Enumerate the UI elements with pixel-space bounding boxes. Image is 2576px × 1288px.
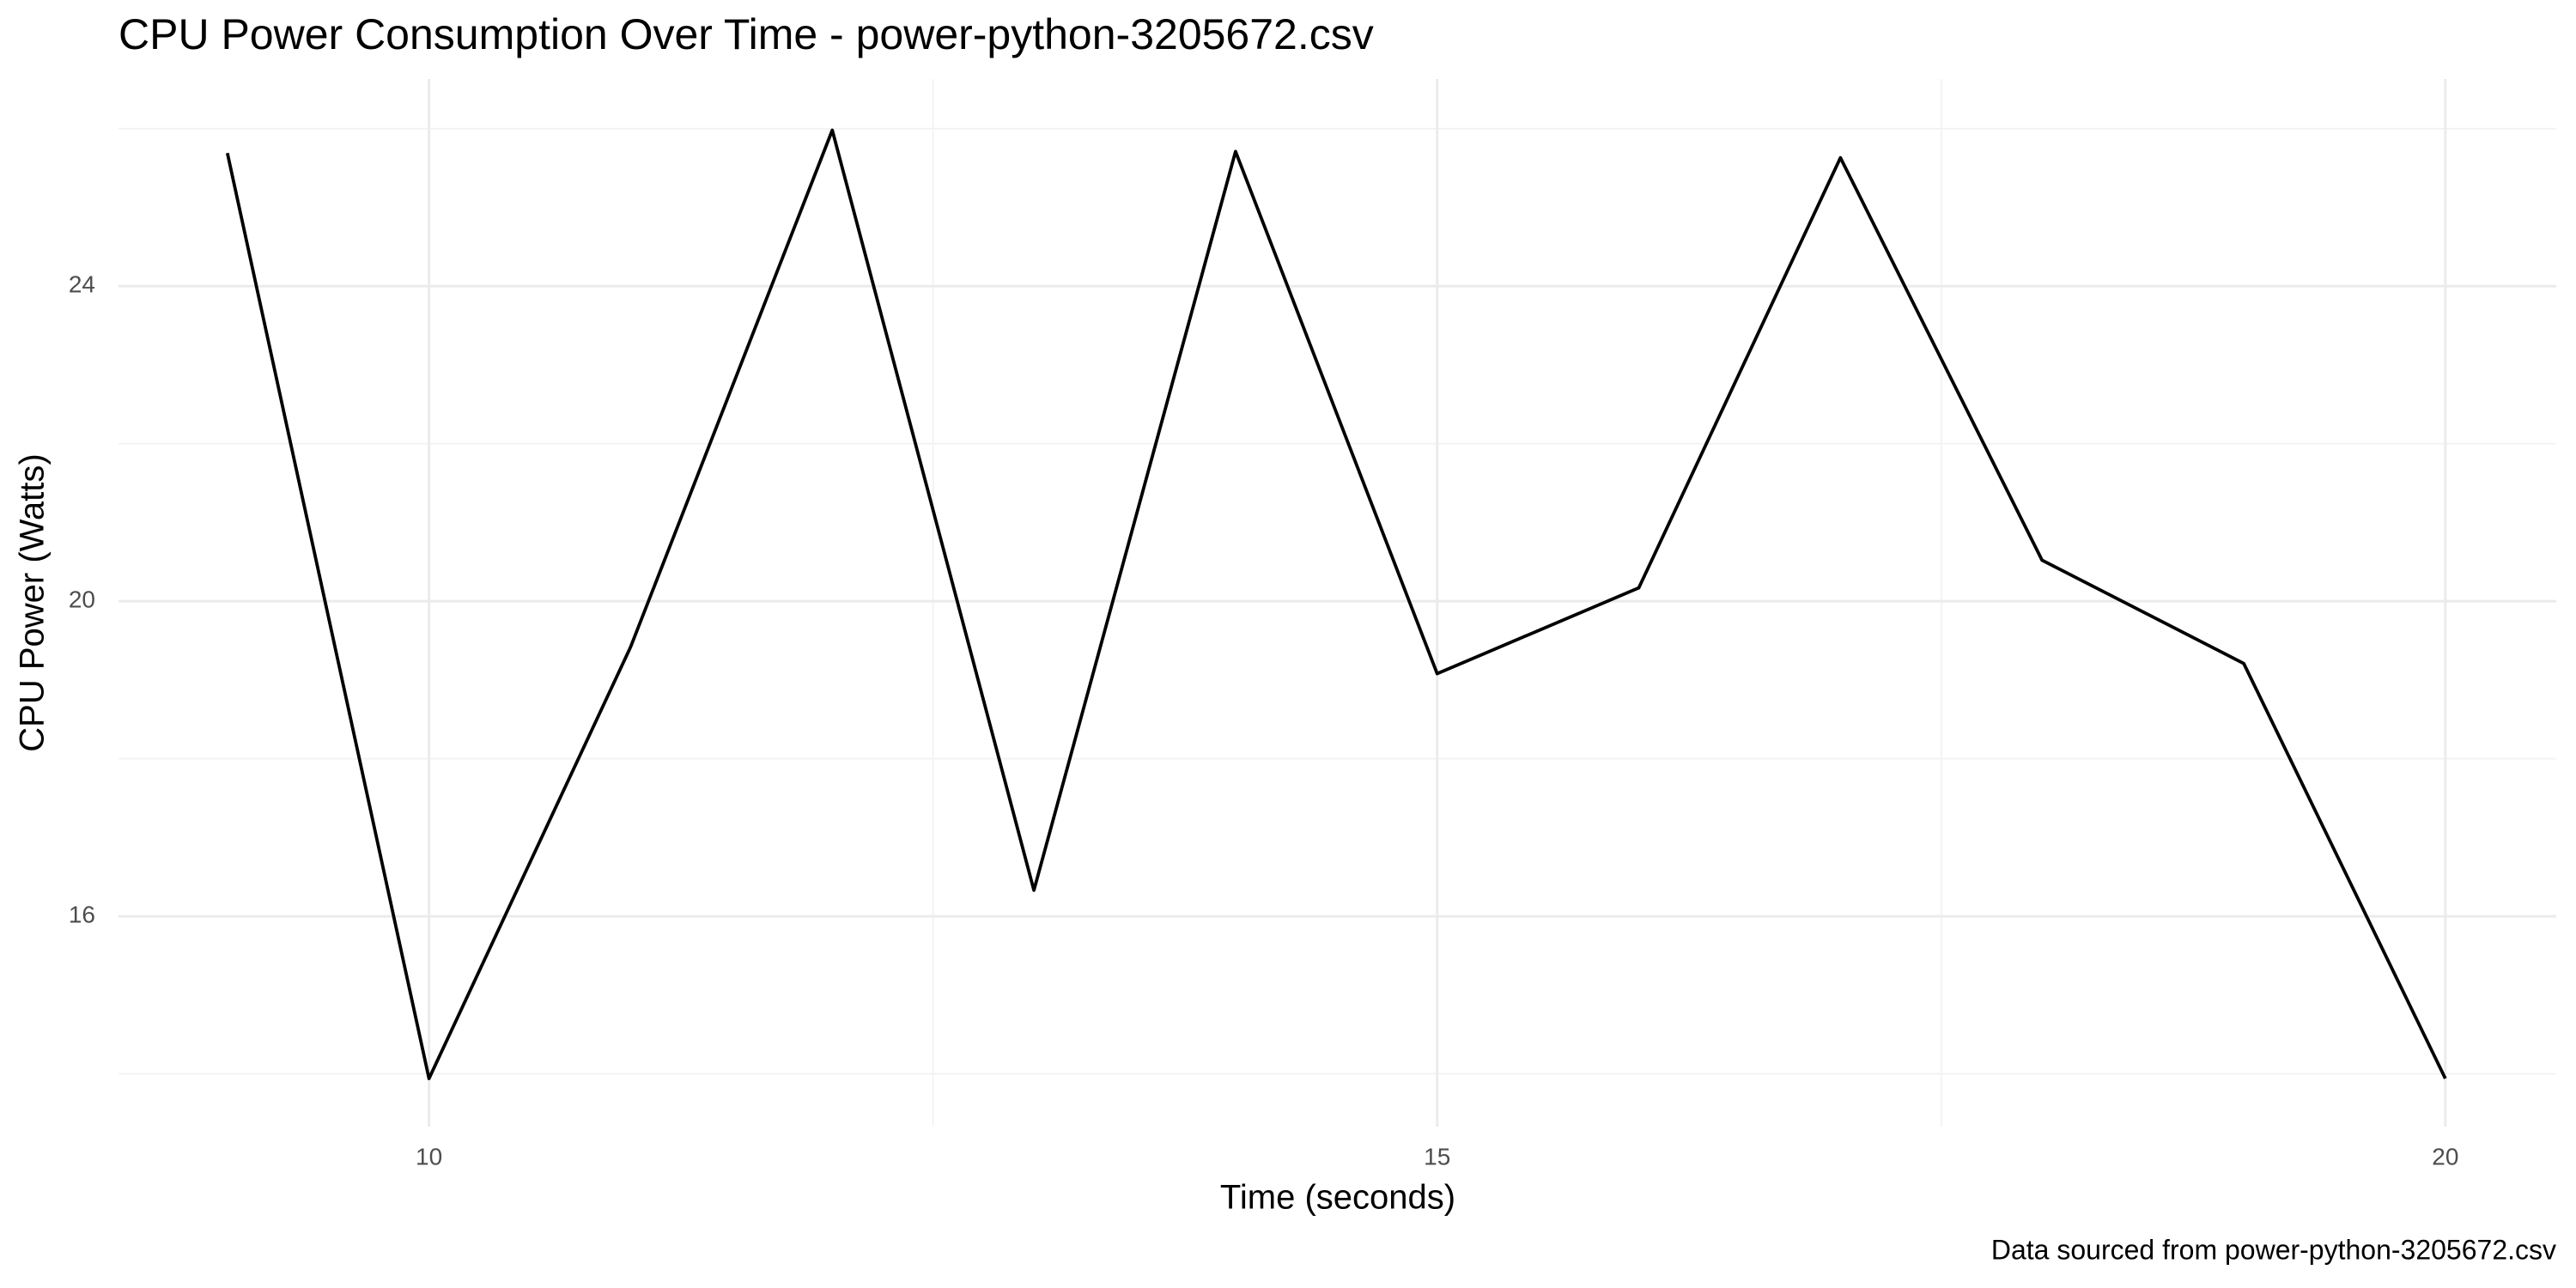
x-tick-label: 10 [416, 1143, 442, 1170]
y-tick-label: 16 [69, 901, 95, 927]
y-tick-label: 20 [69, 586, 95, 613]
data-line [225, 128, 2447, 1080]
caption: Data sourced from power-python-3205672.c… [1991, 1234, 2556, 1265]
chart-title: CPU Power Consumption Over Time - power-… [118, 10, 1374, 58]
y-tick-label: 24 [69, 271, 95, 298]
x-tick-label: 15 [1424, 1143, 1450, 1170]
x-axis-title: Time (seconds) [1220, 1179, 1455, 1217]
x-tick-label: 20 [2432, 1143, 2458, 1170]
y-axis-title: CPU Power (Watts) [14, 453, 52, 751]
